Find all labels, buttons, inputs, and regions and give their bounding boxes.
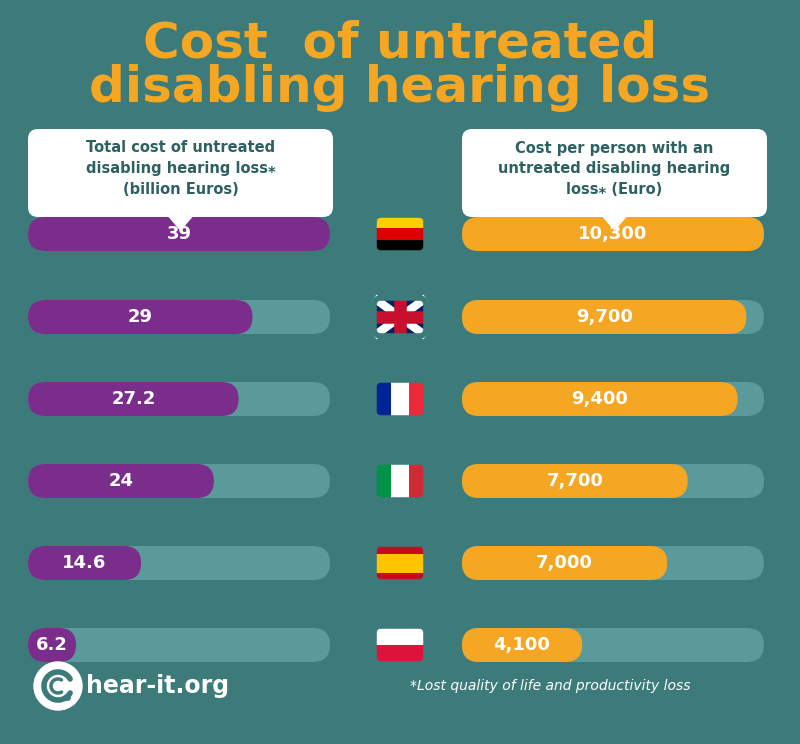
Text: 14.6: 14.6 (62, 554, 106, 572)
FancyBboxPatch shape (28, 300, 253, 334)
FancyBboxPatch shape (28, 464, 330, 498)
Text: 39: 39 (166, 225, 191, 243)
FancyBboxPatch shape (28, 129, 333, 217)
FancyBboxPatch shape (28, 217, 330, 251)
Bar (374, 626, 426, 645)
Text: 10,300: 10,300 (578, 225, 648, 243)
Text: 9,400: 9,400 (571, 390, 628, 408)
Bar (374, 240, 426, 253)
FancyBboxPatch shape (28, 628, 76, 662)
Bar (374, 380, 392, 418)
Text: Cost  of untreated: Cost of untreated (143, 20, 657, 68)
FancyBboxPatch shape (462, 628, 582, 662)
FancyBboxPatch shape (462, 300, 746, 334)
FancyBboxPatch shape (28, 546, 330, 580)
Bar (374, 572, 426, 582)
Circle shape (34, 662, 82, 710)
FancyBboxPatch shape (462, 546, 764, 580)
Text: Total cost of untreated
disabling hearing loss⁎
(billion Euros): Total cost of untreated disabling hearin… (86, 141, 275, 197)
Text: 29: 29 (128, 308, 153, 326)
Bar (409, 462, 426, 500)
FancyBboxPatch shape (28, 300, 330, 334)
Bar (374, 553, 426, 572)
Text: hear-it.org: hear-it.org (86, 674, 230, 698)
FancyBboxPatch shape (462, 217, 764, 251)
Text: 7,000: 7,000 (536, 554, 593, 572)
FancyBboxPatch shape (462, 300, 764, 334)
Polygon shape (169, 217, 193, 231)
Text: 4,100: 4,100 (494, 636, 550, 654)
Text: 27.2: 27.2 (111, 390, 155, 408)
FancyBboxPatch shape (462, 464, 764, 498)
Polygon shape (602, 217, 626, 231)
FancyBboxPatch shape (462, 464, 688, 498)
Text: disabling hearing loss: disabling hearing loss (90, 64, 710, 112)
Bar (374, 462, 392, 500)
FancyBboxPatch shape (28, 382, 330, 416)
FancyBboxPatch shape (28, 464, 214, 498)
Bar (391, 380, 409, 418)
Text: 24: 24 (109, 472, 134, 490)
Text: Cost per person with an
untreated disabling hearing
loss⁎ (Euro): Cost per person with an untreated disabl… (498, 141, 730, 197)
FancyBboxPatch shape (28, 628, 330, 662)
Bar (391, 462, 409, 500)
Bar (374, 214, 426, 228)
Text: 7,700: 7,700 (546, 472, 603, 490)
FancyBboxPatch shape (28, 546, 141, 580)
FancyBboxPatch shape (462, 628, 764, 662)
FancyBboxPatch shape (462, 129, 767, 217)
FancyBboxPatch shape (462, 382, 764, 416)
FancyBboxPatch shape (462, 546, 667, 580)
FancyBboxPatch shape (374, 298, 426, 336)
FancyBboxPatch shape (462, 217, 764, 251)
FancyBboxPatch shape (28, 382, 238, 416)
Bar (374, 645, 426, 664)
Text: 6.2: 6.2 (36, 636, 68, 654)
Text: *Lost quality of life and productivity loss: *Lost quality of life and productivity l… (410, 679, 690, 693)
Bar (374, 544, 426, 554)
Bar (409, 380, 426, 418)
FancyBboxPatch shape (462, 382, 738, 416)
Bar (374, 227, 426, 240)
Text: 9,700: 9,700 (576, 308, 633, 326)
FancyBboxPatch shape (28, 217, 330, 251)
